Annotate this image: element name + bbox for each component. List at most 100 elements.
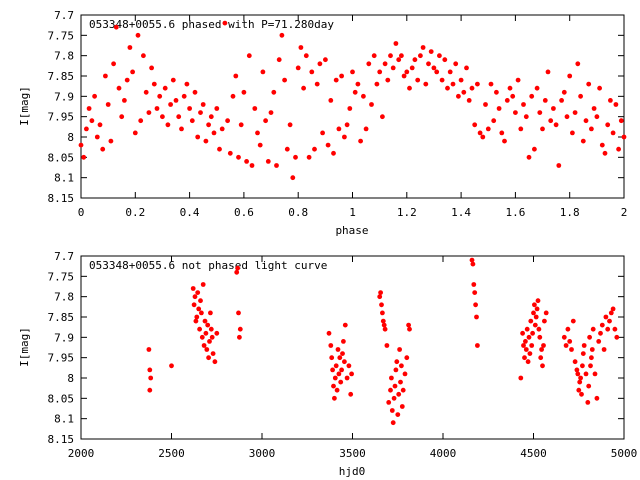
data-point (146, 347, 152, 352)
data-point (608, 310, 614, 316)
data-point (331, 150, 336, 156)
data-point (396, 391, 402, 397)
data-point (237, 326, 243, 332)
data-point (522, 355, 527, 361)
data-point (189, 118, 195, 124)
data-point (103, 73, 108, 79)
data-point (531, 310, 536, 316)
data-point (78, 142, 84, 148)
data-point (143, 89, 149, 95)
data-point (86, 106, 92, 111)
data-point (570, 318, 576, 324)
data-point (525, 359, 531, 365)
data-point (494, 89, 499, 95)
chart-title: 053348+0055.6 phased with P=71.280day (89, 18, 334, 31)
data-point (377, 69, 383, 75)
data-point (537, 334, 543, 340)
data-point (397, 347, 402, 352)
data-point (184, 81, 190, 87)
data-point (594, 395, 600, 401)
data-point (274, 163, 279, 168)
data-point (401, 73, 407, 79)
data-point (265, 159, 271, 164)
data-point (458, 77, 464, 83)
data-point (236, 310, 241, 316)
x-tick-label: 5000 (611, 447, 638, 460)
data-point (561, 89, 567, 95)
data-point (392, 383, 398, 389)
data-point (428, 49, 434, 54)
data-point (97, 122, 103, 128)
data-point (192, 89, 198, 95)
data-point (342, 134, 347, 140)
data-point (502, 138, 507, 144)
y-tick-label: 8.15 (48, 192, 75, 205)
data-point (347, 106, 353, 111)
data-point (170, 77, 176, 83)
data-point (521, 102, 526, 107)
data-point (230, 93, 236, 99)
data-point (338, 379, 344, 385)
data-point (124, 77, 130, 83)
data-point (540, 363, 545, 369)
x-tick-label: 2000 (68, 447, 95, 460)
data-point (208, 326, 214, 332)
data-point (580, 363, 585, 369)
data-point (447, 69, 453, 75)
data-point (590, 326, 596, 332)
data-point (537, 110, 543, 115)
data-point (610, 306, 616, 312)
data-point (496, 106, 502, 111)
data-point (453, 61, 459, 67)
x-tick-label: 3000 (249, 447, 276, 460)
data-point (94, 134, 100, 140)
data-point (214, 330, 220, 336)
data-point (100, 146, 106, 152)
data-point (306, 154, 312, 160)
data-point (298, 45, 304, 50)
x-tick-label: 1 (349, 206, 356, 219)
data-point (337, 355, 343, 361)
data-point (586, 383, 592, 389)
y-tick-label: 7.85 (48, 311, 75, 324)
data-point (341, 339, 346, 344)
data-point (393, 41, 399, 46)
data-point (257, 142, 263, 148)
data-point (575, 371, 581, 377)
data-point (572, 359, 578, 365)
data-point (575, 61, 581, 67)
data-point (349, 371, 354, 377)
data-point (331, 383, 336, 389)
data-point (323, 57, 328, 63)
data-point (355, 81, 361, 87)
data-point (415, 77, 421, 83)
data-point (204, 347, 210, 352)
data-point (333, 77, 339, 83)
y-tick-label: 8.15 (48, 433, 75, 446)
data-point (402, 371, 408, 377)
data-point (369, 102, 374, 107)
data-point (578, 375, 583, 381)
data-point (483, 102, 488, 107)
data-point (385, 77, 391, 83)
data-point (206, 355, 212, 361)
data-point (474, 314, 479, 320)
data-point (437, 53, 442, 59)
data-point (480, 134, 486, 140)
y-tick-label: 8.05 (48, 392, 75, 405)
data-point (287, 122, 293, 128)
y-axis-label: I[mag] (18, 86, 31, 126)
data-point (528, 318, 534, 324)
data-point (169, 363, 174, 369)
data-point (524, 326, 530, 332)
data-point (149, 65, 155, 71)
x-tick-label: 4500 (520, 447, 547, 460)
data-point (394, 359, 400, 365)
data-point (602, 150, 608, 156)
x-tick-label: 2500 (158, 447, 185, 460)
unphased-light-curve-panel: 053348+0055.6 not phased light curve hjd… (18, 250, 637, 478)
data-point (389, 375, 394, 381)
data-point (572, 110, 578, 115)
data-point (197, 326, 203, 332)
data-point (312, 146, 317, 152)
